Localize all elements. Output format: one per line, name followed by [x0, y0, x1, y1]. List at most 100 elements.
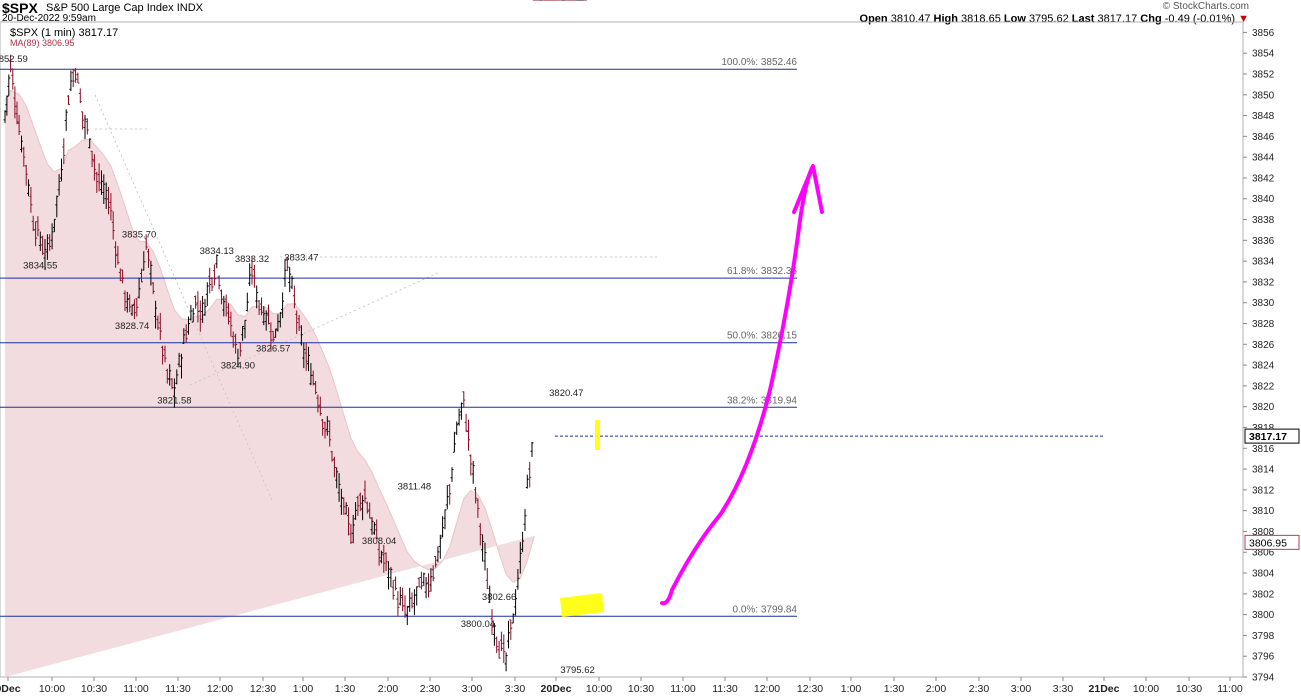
- price-label: 3833.47: [284, 253, 318, 264]
- x-tick-label: 2:30: [420, 683, 441, 695]
- x-tick-label: 11:00: [670, 683, 696, 695]
- annotations: [555, 164, 1105, 617]
- fib-label: 0.0%: 3799.84: [733, 604, 798, 615]
- y-tick-label: 3818: [1252, 423, 1275, 434]
- price-label: 3834.13: [200, 246, 234, 257]
- fib-label: 38.2%: 3819.94: [727, 395, 797, 406]
- x-tick-label: 10:00: [39, 683, 65, 695]
- y-tick-label: 3828: [1252, 319, 1275, 330]
- last-price-box: [1244, 428, 1300, 444]
- y-tick-label: 3814: [1252, 465, 1275, 476]
- x-tick-label: 1:30: [335, 683, 356, 695]
- y-tick-label: 3844: [1252, 153, 1275, 164]
- ma-value: 3806.95: [1249, 537, 1287, 549]
- price-label: 3826.57: [256, 343, 290, 354]
- x-tick-label: 11:00: [123, 683, 149, 695]
- price-label: 3800.04: [461, 619, 495, 630]
- y-tick-label: 3834: [1252, 257, 1275, 268]
- x-tick-label: 3:00: [1011, 683, 1032, 695]
- price-label: 3833.32: [235, 254, 269, 265]
- x-tick-label: 21Dec: [1089, 683, 1120, 695]
- x-tick-label: 3:30: [1053, 683, 1074, 695]
- index-name: S&P 500 Large Cap Index: [46, 2, 174, 14]
- x-tick-label: 12:00: [754, 683, 780, 695]
- x-tick-label: 10:30: [1176, 683, 1202, 695]
- exchange-label: INDX: [176, 2, 203, 14]
- x-tick-label: 2:00: [926, 683, 947, 695]
- highlight-bottom: [560, 593, 604, 617]
- price-label: 3802.66: [482, 592, 516, 603]
- x-tick-label: 1:00: [841, 683, 862, 695]
- y-tick-label: 3800: [1252, 610, 1275, 621]
- ma-value-box: [1244, 534, 1300, 550]
- y-tick-label: 3854: [1252, 49, 1275, 60]
- price-label: 3808.04: [362, 536, 396, 547]
- y-tick-label: 3802: [1252, 589, 1275, 600]
- x-tick-label: 10:30: [628, 683, 654, 695]
- ma-legend: MA(89) 3806.95: [10, 38, 75, 48]
- y-tick-label: 3840: [1252, 194, 1275, 205]
- y-tick-label: 3850: [1252, 90, 1275, 101]
- price-bars: [3, 0, 587, 672]
- x-tick-label: 20Dec: [541, 683, 572, 695]
- x-tick-label: 1:30: [884, 683, 905, 695]
- y-tick-label: 3826: [1252, 340, 1275, 351]
- price-label: 3795.62: [560, 665, 594, 676]
- y-tick-label: 3832: [1252, 277, 1275, 288]
- y-tick-label: 3806: [1252, 548, 1275, 559]
- fib-label: 50.0%: 3826.15: [727, 331, 797, 342]
- price-label: 3835.70: [122, 230, 156, 241]
- x-tick-label: 2:00: [378, 683, 399, 695]
- chg-down-icon: ▼: [1238, 13, 1249, 25]
- y-tick-label: 3852: [1252, 69, 1275, 80]
- price-label: 3834.55: [23, 260, 57, 271]
- y-tick-label: 3846: [1252, 132, 1275, 143]
- y-tick-label: 3808: [1252, 527, 1275, 538]
- chart-symbol: $SPX: [2, 0, 38, 16]
- highlight-last: [595, 420, 600, 450]
- x-tick-label: 10:00: [586, 683, 612, 695]
- y-axis: 3794 3796 3798 3800 3802 3804 3806 3808 3810 3812…: [1243, 28, 1300, 684]
- y-tick-label: 3822: [1252, 381, 1275, 392]
- y-tick-label: 3820: [1252, 402, 1275, 413]
- y-tick-label: 3838: [1252, 215, 1275, 226]
- trend-lines: [94, 94, 660, 501]
- y-tick-label: 3798: [1252, 631, 1275, 642]
- y-tick-label: 3836: [1252, 236, 1275, 247]
- y-tick-label: 3824: [1252, 361, 1275, 372]
- trend-line-1: [94, 94, 273, 501]
- x-tick-label: 11:30: [712, 683, 738, 695]
- y-tick-label: 3804: [1252, 569, 1275, 580]
- x-tick-label: 1:00: [293, 683, 314, 695]
- x-tick-label: 3:30: [505, 683, 526, 695]
- price-label: 3828.74: [115, 321, 149, 332]
- y-tick-label: 3856: [1252, 28, 1275, 39]
- y-tick-label: 3794: [1252, 673, 1275, 684]
- copyright: © StockCharts.com: [1162, 1, 1249, 12]
- y-tick-label: 3816: [1252, 444, 1275, 455]
- x-tick-label: 12:00: [207, 683, 233, 695]
- x-tick-label: 9Dec: [0, 683, 21, 695]
- y-tick-label: 3848: [1252, 111, 1275, 122]
- price-label: 3811.48: [398, 481, 432, 492]
- trend-line-2: [189, 271, 441, 386]
- price-label: 3820.47: [549, 388, 583, 399]
- fib-label: 61.8%: 3832.36: [727, 266, 797, 277]
- last-price-value: 3817.17: [1249, 431, 1287, 443]
- x-tick-label: 10:30: [81, 683, 107, 695]
- fib-label: 100.0%: 3852.46: [721, 57, 797, 68]
- x-tick-label: 11:00: [1217, 683, 1243, 695]
- price-label: 3852.59: [0, 54, 28, 65]
- price-label: 3824.90: [221, 361, 255, 372]
- y-tick-label: 3830: [1252, 298, 1275, 309]
- x-tick-label: 3:00: [462, 683, 483, 695]
- arrow-head-icon: [792, 164, 824, 214]
- price-legend: $SPX (1 min) 3817.17: [10, 27, 119, 39]
- x-tick-label: 12:30: [250, 683, 276, 695]
- y-tick-label: 3796: [1252, 652, 1275, 663]
- x-axis: 9Dec 10:00 10:30 11:00 11:30 12:00 12:30 1:00 1:…: [0, 677, 1243, 695]
- ma-fill: [5, 90, 535, 677]
- fib-levels: 100.0%: 3852.46 61.8%: 3832.36 50.0%: 3826…: [0, 57, 798, 617]
- ma-line: [4, 89, 535, 584]
